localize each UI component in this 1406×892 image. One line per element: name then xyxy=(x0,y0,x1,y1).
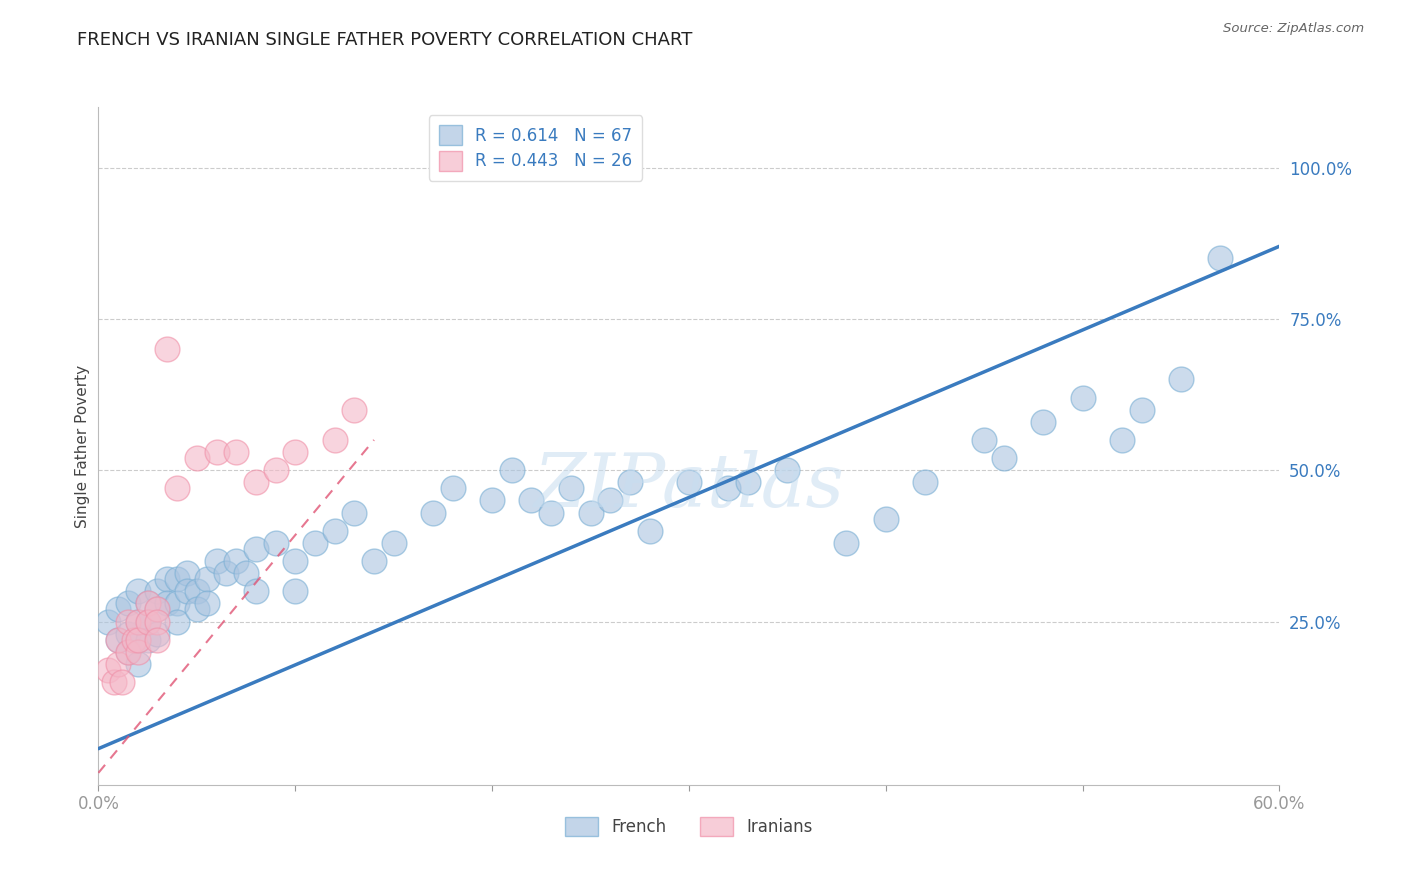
Point xyxy=(1032,415,1054,429)
Point xyxy=(166,615,188,629)
Point xyxy=(146,584,169,599)
Point xyxy=(1130,402,1153,417)
Point xyxy=(245,584,267,599)
Point xyxy=(1071,391,1094,405)
Point xyxy=(146,602,169,616)
Point xyxy=(245,475,267,490)
Point xyxy=(264,536,287,550)
Point xyxy=(382,536,405,550)
Point xyxy=(343,402,366,417)
Point xyxy=(117,615,139,629)
Point xyxy=(363,554,385,568)
Point xyxy=(481,493,503,508)
Point xyxy=(146,632,169,647)
Point xyxy=(205,445,228,459)
Text: ZIPatlas: ZIPatlas xyxy=(533,450,845,523)
Point xyxy=(156,596,179,610)
Point xyxy=(501,463,523,477)
Point xyxy=(1209,252,1232,266)
Point xyxy=(1170,372,1192,386)
Point xyxy=(122,632,145,647)
Point xyxy=(127,657,149,671)
Point xyxy=(235,566,257,580)
Point xyxy=(166,482,188,496)
Point xyxy=(914,475,936,490)
Point xyxy=(117,596,139,610)
Point xyxy=(776,463,799,477)
Point xyxy=(97,615,120,629)
Point xyxy=(176,566,198,580)
Point xyxy=(107,657,129,671)
Point xyxy=(284,445,307,459)
Point xyxy=(304,536,326,550)
Point xyxy=(146,602,169,616)
Point xyxy=(103,675,125,690)
Point xyxy=(127,615,149,629)
Point xyxy=(127,645,149,659)
Point xyxy=(737,475,759,490)
Point xyxy=(146,626,169,640)
Point xyxy=(284,554,307,568)
Point xyxy=(619,475,641,490)
Point xyxy=(117,645,139,659)
Point xyxy=(107,632,129,647)
Point xyxy=(205,554,228,568)
Point xyxy=(127,584,149,599)
Point xyxy=(195,572,218,586)
Point xyxy=(540,506,562,520)
Point xyxy=(284,584,307,599)
Point xyxy=(127,632,149,647)
Point xyxy=(107,602,129,616)
Legend: French, Iranians: French, Iranians xyxy=(557,808,821,845)
Point xyxy=(875,511,897,525)
Point xyxy=(215,566,238,580)
Point xyxy=(127,632,149,647)
Point xyxy=(264,463,287,477)
Point xyxy=(136,615,159,629)
Point xyxy=(678,475,700,490)
Point xyxy=(97,663,120,677)
Point xyxy=(225,554,247,568)
Point xyxy=(323,524,346,538)
Point xyxy=(186,451,208,466)
Point xyxy=(245,541,267,556)
Point xyxy=(111,675,134,690)
Point xyxy=(136,632,159,647)
Text: FRENCH VS IRANIAN SINGLE FATHER POVERTY CORRELATION CHART: FRENCH VS IRANIAN SINGLE FATHER POVERTY … xyxy=(77,31,693,49)
Point xyxy=(166,596,188,610)
Point xyxy=(520,493,543,508)
Point xyxy=(127,615,149,629)
Point xyxy=(186,584,208,599)
Point xyxy=(136,615,159,629)
Point xyxy=(225,445,247,459)
Point xyxy=(579,506,602,520)
Point xyxy=(1111,433,1133,447)
Point xyxy=(323,433,346,447)
Point xyxy=(973,433,995,447)
Point xyxy=(156,572,179,586)
Point xyxy=(993,451,1015,466)
Point xyxy=(560,482,582,496)
Point xyxy=(599,493,621,508)
Point xyxy=(638,524,661,538)
Point xyxy=(717,482,740,496)
Point xyxy=(136,596,159,610)
Point xyxy=(107,632,129,647)
Point xyxy=(156,342,179,356)
Point xyxy=(835,536,858,550)
Point xyxy=(441,482,464,496)
Point xyxy=(166,572,188,586)
Point xyxy=(136,596,159,610)
Point xyxy=(343,506,366,520)
Point xyxy=(422,506,444,520)
Y-axis label: Single Father Poverty: Single Father Poverty xyxy=(75,365,90,527)
Point xyxy=(117,645,139,659)
Text: Source: ZipAtlas.com: Source: ZipAtlas.com xyxy=(1223,22,1364,36)
Point xyxy=(117,626,139,640)
Point xyxy=(186,602,208,616)
Point xyxy=(195,596,218,610)
Point xyxy=(176,584,198,599)
Point xyxy=(146,615,169,629)
